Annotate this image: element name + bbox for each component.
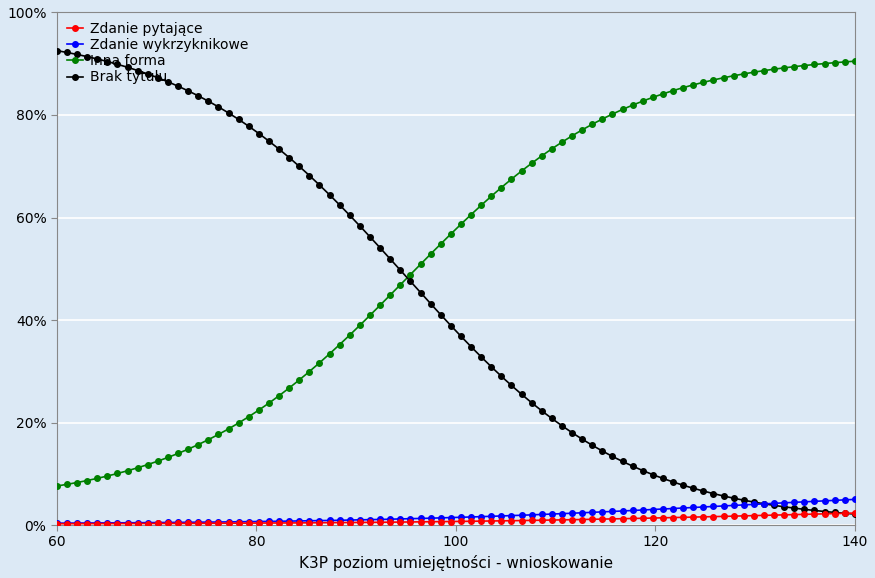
X-axis label: K3P poziom umiejętności - wnioskowanie: K3P poziom umiejętności - wnioskowanie [298, 555, 612, 571]
Legend: Zdanie pytające, Zdanie wykrzyknikowe, Inna forma, Brak tytułu: Zdanie pytające, Zdanie wykrzyknikowe, I… [64, 20, 251, 87]
